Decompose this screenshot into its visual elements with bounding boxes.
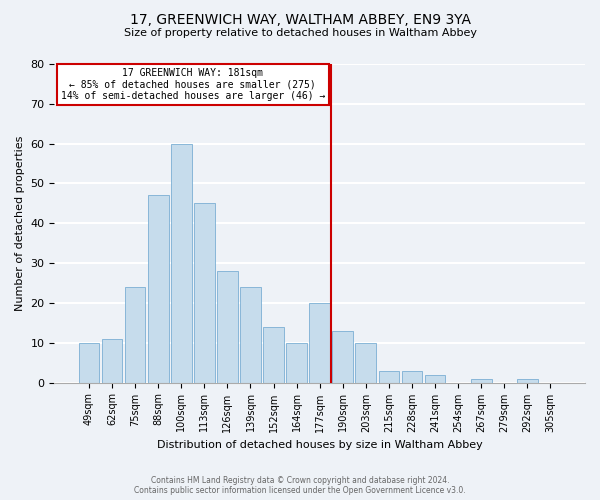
Bar — [171, 144, 191, 382]
Bar — [263, 327, 284, 382]
Bar — [310, 303, 330, 382]
Bar — [379, 370, 400, 382]
Bar — [401, 370, 422, 382]
Bar — [240, 287, 261, 382]
Bar — [425, 374, 445, 382]
Bar — [217, 271, 238, 382]
Bar — [332, 331, 353, 382]
Text: Contains HM Land Registry data © Crown copyright and database right 2024.
Contai: Contains HM Land Registry data © Crown c… — [134, 476, 466, 495]
Bar — [286, 342, 307, 382]
Bar — [101, 339, 122, 382]
Bar — [148, 196, 169, 382]
Bar — [125, 287, 145, 382]
X-axis label: Distribution of detached houses by size in Waltham Abbey: Distribution of detached houses by size … — [157, 440, 482, 450]
Text: Size of property relative to detached houses in Waltham Abbey: Size of property relative to detached ho… — [124, 28, 476, 38]
Bar — [517, 378, 538, 382]
Bar — [194, 204, 215, 382]
Y-axis label: Number of detached properties: Number of detached properties — [15, 136, 25, 311]
Bar — [471, 378, 491, 382]
Bar — [79, 342, 99, 382]
Text: 17 GREENWICH WAY: 181sqm
← 85% of detached houses are smaller (275)
14% of semi-: 17 GREENWICH WAY: 181sqm ← 85% of detach… — [61, 68, 325, 101]
Bar — [355, 342, 376, 382]
Text: 17, GREENWICH WAY, WALTHAM ABBEY, EN9 3YA: 17, GREENWICH WAY, WALTHAM ABBEY, EN9 3Y… — [130, 12, 470, 26]
